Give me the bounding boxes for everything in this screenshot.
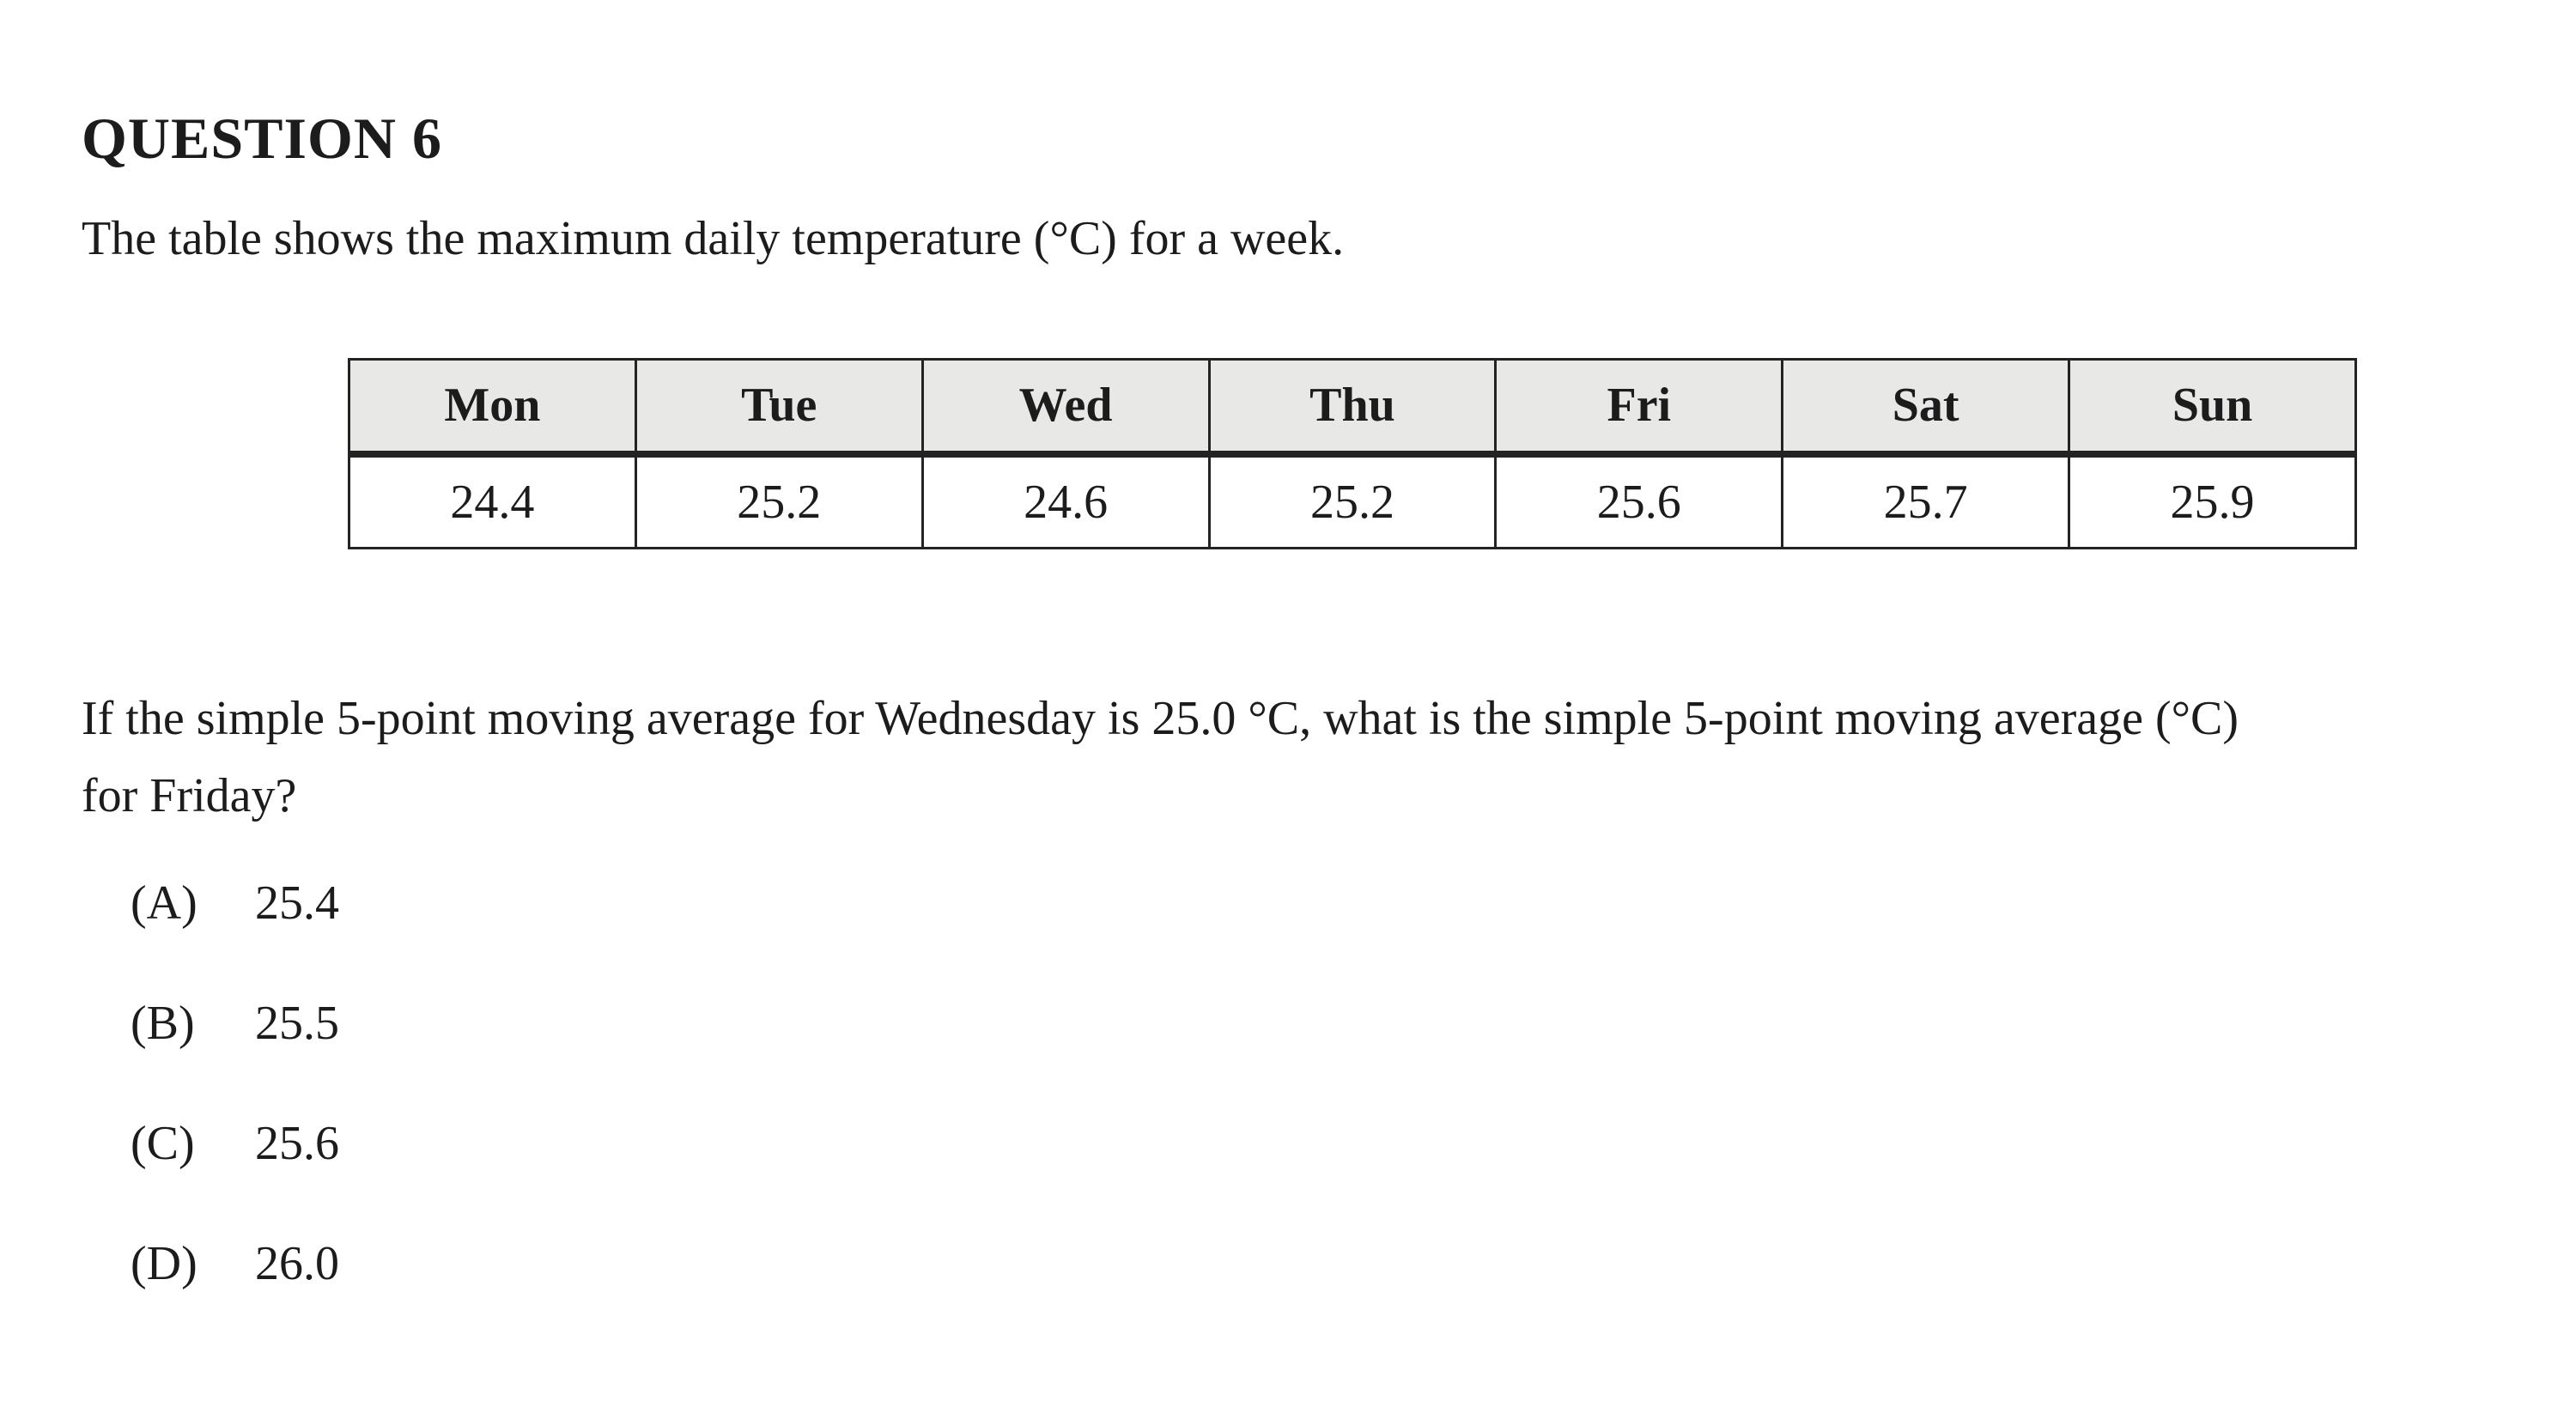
table-value-sat: 25.7: [1781, 452, 2071, 549]
option-b-row: (B) 25.5: [131, 996, 339, 1052]
table-value-fri: 25.6: [1494, 452, 1784, 549]
option-c-label: (C): [131, 1117, 195, 1170]
table-value-row: 24.4 25.2 24.6 25.2 25.6 25.7 25.9: [348, 452, 2357, 549]
option-d-row: (D) 26.0: [131, 1236, 339, 1293]
table-header-thu: Thu: [1207, 358, 1498, 458]
option-a-value: 25.4: [255, 876, 339, 930]
table-value-sun: 25.9: [2068, 452, 2357, 549]
table-header-tue: Tue: [634, 358, 924, 458]
table-header-sat: Sat: [1781, 358, 2071, 458]
option-a-label: (A): [131, 876, 197, 930]
option-a-row: (A) 25.4: [131, 876, 339, 932]
table-header-wed: Wed: [920, 358, 1211, 458]
table-value-mon: 24.4: [348, 452, 637, 549]
option-b-label: (B): [131, 997, 195, 1050]
temperature-table-container: Mon Tue Wed Thu Fri Sat Sun 24.4 25.2 24…: [348, 358, 2357, 549]
question-prompt: If the simple 5-point moving average for…: [82, 680, 2537, 834]
answer-options-list: (A) 25.4 (B) 25.5 (C) 25.6 (D) 26.0: [131, 876, 339, 1356]
table-value-wed: 24.6: [920, 452, 1211, 549]
table-value-thu: 25.2: [1207, 452, 1498, 549]
table-header-fri: Fri: [1494, 358, 1784, 458]
table-value-tue: 25.2: [634, 452, 924, 549]
question-prompt-line-1: If the simple 5-point moving average for…: [82, 692, 2239, 745]
table-header-sun: Sun: [2068, 358, 2357, 458]
table-header-row: Mon Tue Wed Thu Fri Sat Sun: [348, 358, 2357, 458]
option-c-value: 25.6: [255, 1117, 339, 1170]
question-prompt-line-2: for Friday?: [82, 769, 297, 822]
option-d-value: 26.0: [255, 1237, 339, 1290]
question-number-heading: QUESTION 6: [82, 106, 442, 171]
temperature-table: Mon Tue Wed Thu Fri Sat Sun 24.4 25.2 24…: [348, 358, 2357, 549]
table-header-mon: Mon: [348, 358, 637, 458]
option-b-value: 25.5: [255, 997, 339, 1050]
option-d-label: (D): [131, 1237, 197, 1290]
question-intro-text: The table shows the maximum daily temper…: [82, 212, 1345, 265]
option-c-row: (C) 25.6: [131, 1116, 339, 1173]
